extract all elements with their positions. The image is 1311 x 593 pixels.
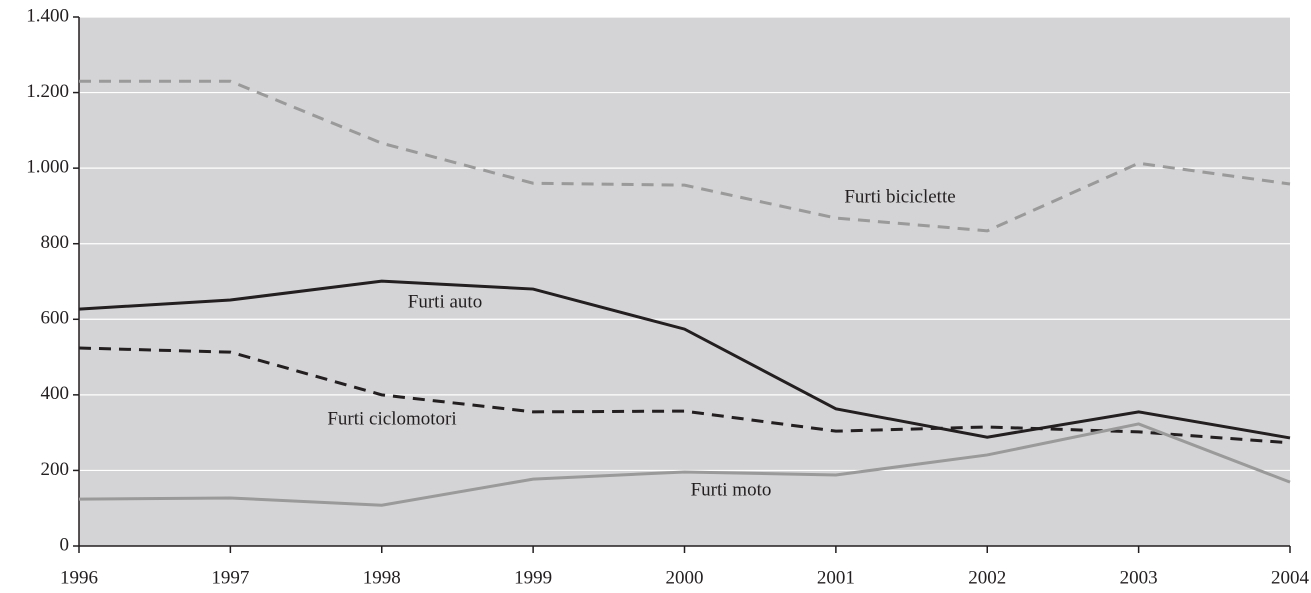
series-label: Furti ciclomotori (327, 408, 456, 429)
y-tick-label: 1.000 (26, 157, 69, 178)
y-tick-label: 400 (41, 383, 70, 404)
y-tick-label: 800 (41, 232, 70, 253)
x-tick-label: 2003 (1120, 567, 1158, 588)
y-tick-label: 200 (41, 459, 70, 480)
y-tick-label: 600 (41, 308, 70, 329)
x-tick-label: 2001 (817, 567, 855, 588)
series-line (78, 279, 1291, 440)
series-line (78, 422, 1291, 507)
series-label: Furti biciclette (844, 186, 955, 207)
series-label: Furti moto (691, 479, 772, 500)
x-tick-label: 1997 (211, 567, 249, 588)
x-tick-label: 1999 (514, 567, 552, 588)
x-tick-label: 1996 (60, 567, 98, 588)
x-tick-label: 2004 (1271, 567, 1310, 588)
x-tick-label: 2000 (666, 567, 704, 588)
y-tick-label: 0 (60, 534, 70, 555)
plot-background (79, 17, 1290, 546)
x-tick-label: 2002 (968, 567, 1006, 588)
y-tick-label: 1.400 (26, 5, 69, 26)
series-label: Furti auto (408, 291, 482, 312)
series-line (78, 346, 1291, 445)
series-line (79, 79, 1291, 233)
x-tick-label: 1998 (363, 567, 401, 588)
y-tick-label: 1.200 (26, 81, 69, 102)
